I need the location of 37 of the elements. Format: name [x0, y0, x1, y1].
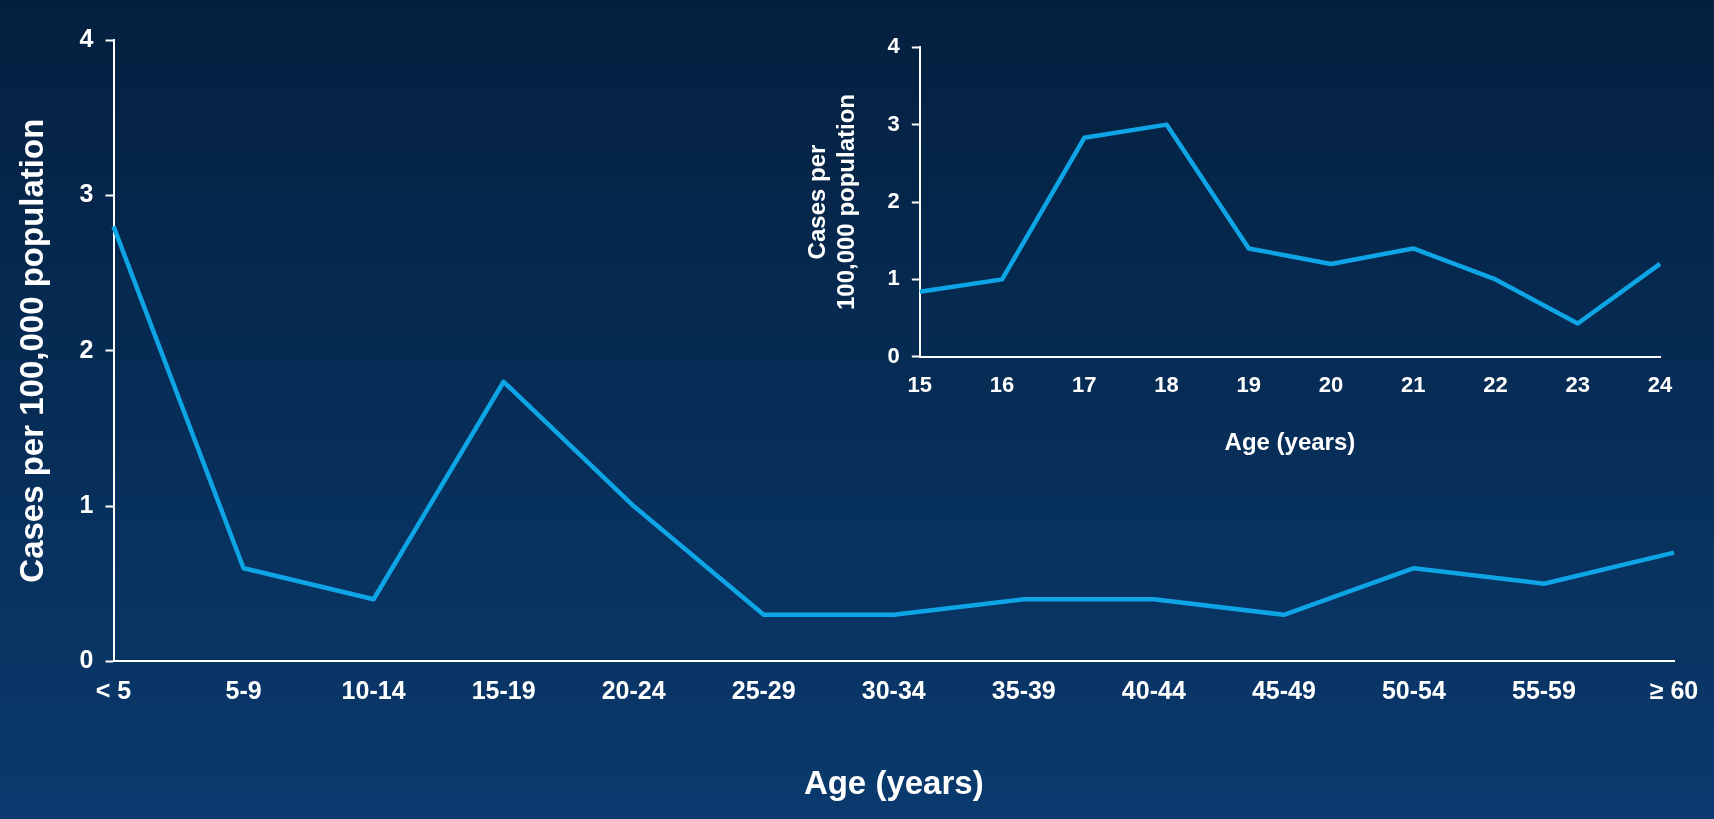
x-tick-label: 16 — [989, 372, 1015, 398]
x-tick-label: 20 — [1318, 372, 1344, 398]
y-tick-label: 4 — [79, 23, 94, 52]
y-tick-label: 4 — [887, 33, 901, 59]
y-tick-label: 2 — [887, 188, 900, 214]
x-tick-label: < 5 — [95, 676, 132, 705]
x-tick-label: 30-34 — [861, 676, 926, 705]
x-tick-label: 5-9 — [225, 676, 262, 705]
x-axis-title: Age (years) — [803, 764, 984, 802]
y-tick-label: 1 — [79, 489, 94, 518]
x-tick-label: 10-14 — [341, 676, 406, 705]
x-tick-label: 15-19 — [471, 676, 536, 705]
x-tick-label: 17 — [1072, 372, 1097, 398]
x-tick-label: 50-54 — [1381, 676, 1446, 705]
x-tick-label: 18 — [1154, 372, 1179, 398]
x-tick-label: 24 — [1647, 372, 1673, 398]
x-tick-label: 21 — [1401, 372, 1426, 398]
y-axis-title: Cases per 100,000 population — [12, 118, 50, 583]
x-tick-label: 35-39 — [991, 676, 1056, 705]
x-tick-label: 45-49 — [1251, 676, 1316, 705]
y-axis-title: Cases per 100,000 population — [803, 93, 859, 311]
x-tick-label: 20-24 — [601, 676, 666, 705]
y-tick-label: 1 — [887, 265, 900, 291]
y-tick-label: 3 — [887, 110, 900, 136]
x-tick-label: 19 — [1236, 372, 1262, 398]
y-tick-label: 3 — [79, 179, 94, 208]
x-axis-title: Age (years) — [1224, 428, 1356, 456]
x-tick-label: 55-59 — [1511, 676, 1576, 705]
x-tick-label: ≥ 60 — [1649, 676, 1699, 705]
y-tick-label: 0 — [79, 645, 94, 674]
x-tick-label: 25-29 — [731, 676, 796, 705]
x-tick-label: 22 — [1483, 372, 1508, 398]
y-tick-label: 0 — [887, 342, 900, 368]
y-tick-label: 2 — [79, 334, 94, 363]
x-tick-label: 40-44 — [1121, 676, 1186, 705]
x-tick-label: 15 — [907, 372, 933, 398]
x-tick-label: 23 — [1565, 372, 1590, 398]
